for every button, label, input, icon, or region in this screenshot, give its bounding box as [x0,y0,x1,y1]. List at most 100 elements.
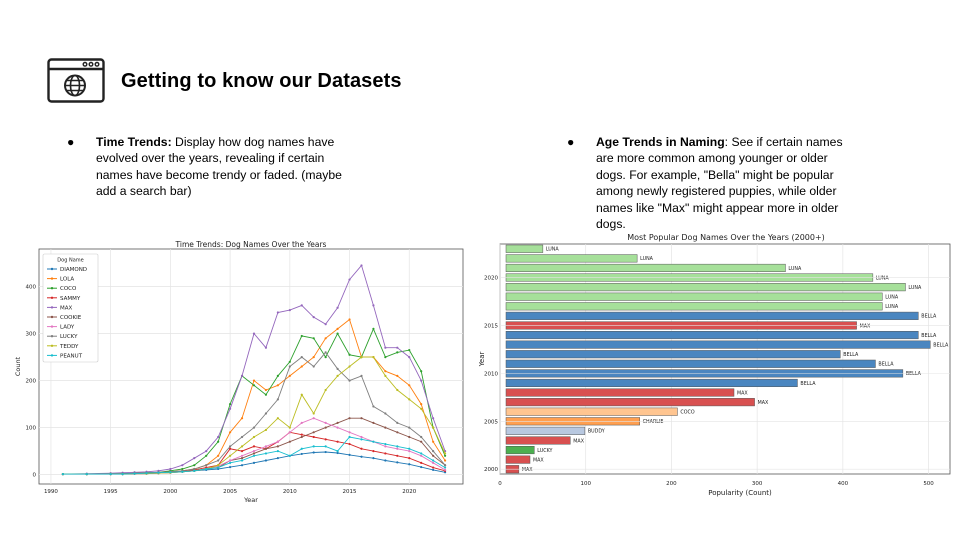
data-point-max [300,304,303,307]
legend-marker-max [50,306,54,309]
data-point-peanut [157,471,160,474]
data-point-lola [252,379,256,382]
x-tick-label: 2020 [402,489,416,495]
legend-marker-sammy [50,296,54,299]
data-point-teddy [336,374,339,377]
data-point-diamond [432,468,435,471]
data-point-sammy [420,461,423,464]
data-point-max [252,332,256,335]
data-point-peanut [181,470,184,473]
data-point-teddy [228,454,232,457]
data-point-max [420,379,423,382]
data-point-cookie [384,426,387,429]
legend-entry-lady: LADY [60,325,75,331]
legend-marker-lucky [50,335,54,338]
data-point-max [336,306,339,309]
bar-2001 [505,455,531,464]
data-point-lady [288,431,291,434]
bar-2004 [505,426,586,435]
data-point-lady [252,450,256,453]
bar-label-2008: MAX [737,390,748,396]
legend-marker-cookie [50,315,54,319]
data-point-lola [264,388,268,392]
y-tick-label: 300 [26,332,37,338]
data-point-peanut [145,472,148,475]
y-axis-label: Year [478,351,486,367]
data-point-lady [240,454,244,457]
data-point-diamond [396,461,399,464]
bar-2003 [505,436,571,445]
data-point-sammy [408,457,411,460]
bar-2014 [505,331,919,340]
data-point-sammy [312,435,315,439]
y-tick-label: 2015 [484,323,498,329]
bar-label-2011: BELLA [878,362,894,368]
data-point-lady [276,440,279,443]
data-point-lucky [324,351,327,354]
bar-label-2003: MAX [573,438,584,444]
data-point-lady [348,431,351,434]
data-point-lucky [217,459,220,462]
data-point-peanut [432,459,435,462]
data-point-lola [443,459,447,462]
data-point-lucky [205,464,208,467]
data-point-diamond [228,465,232,469]
data-point-diamond [384,459,387,462]
data-point-sammy [372,450,375,453]
bar-label-2001: MAX [533,457,544,463]
data-point-lucky [252,426,256,429]
data-point-lady [360,435,363,439]
legend-entry-lucky: LUCKY [60,334,78,340]
data-point-lady [300,421,303,424]
chart-title: Most Popular Dog Names Over the Years (2… [627,233,825,242]
x-tick-label: 2010 [283,489,297,495]
data-point-lucky [372,405,375,408]
data-point-max [276,311,279,314]
data-point-lady [228,459,232,462]
bullet-heading: Time Trends: [96,135,172,149]
bar-label-2009: BELLA [800,381,816,387]
data-point-sammy [324,438,327,441]
plot-area [499,243,951,475]
data-point-lola [228,431,232,434]
data-point-lola [396,374,399,377]
data-point-peanut [443,466,447,469]
data-point-teddy [300,393,303,396]
data-point-lola [240,417,244,420]
data-point-lola [324,337,327,340]
data-point-coco [264,393,268,396]
data-point-max [169,467,172,471]
data-point-max [372,304,375,307]
data-point-teddy [240,445,244,448]
data-point-teddy [348,365,351,368]
data-point-lucky [288,365,291,368]
legend-marker-diamond [50,267,54,271]
data-point-coco [384,356,387,359]
data-point-teddy [420,407,423,410]
data-point-lady [420,454,423,457]
data-point-diamond [300,452,303,456]
y-axis-label: Count [14,356,22,376]
data-point-lady [396,447,399,450]
x-tick-label: 500 [923,481,934,487]
bar-2012 [505,350,841,359]
bar-label-2002: LUCKY [537,448,552,454]
bar-2009 [505,378,798,388]
data-point-cookie [276,445,279,448]
legend-entry-coco: COCO [60,286,77,292]
data-point-diamond [372,457,375,460]
bar-label-2020: LUNA [876,275,890,281]
data-point-cookie [312,431,315,434]
data-point-teddy [408,398,411,401]
data-point-cookie [360,417,363,420]
data-point-max [205,450,208,453]
data-point-max [264,346,268,349]
bullet-heading: Age Trends in Naming [596,135,725,149]
data-point-lucky [432,450,435,453]
data-point-sammy [348,442,351,446]
legend-marker-lola [50,277,54,280]
data-point-diamond [240,464,244,467]
data-point-coco [217,440,220,443]
data-point-max [408,356,411,359]
legend-entry-max: MAX [60,305,73,311]
